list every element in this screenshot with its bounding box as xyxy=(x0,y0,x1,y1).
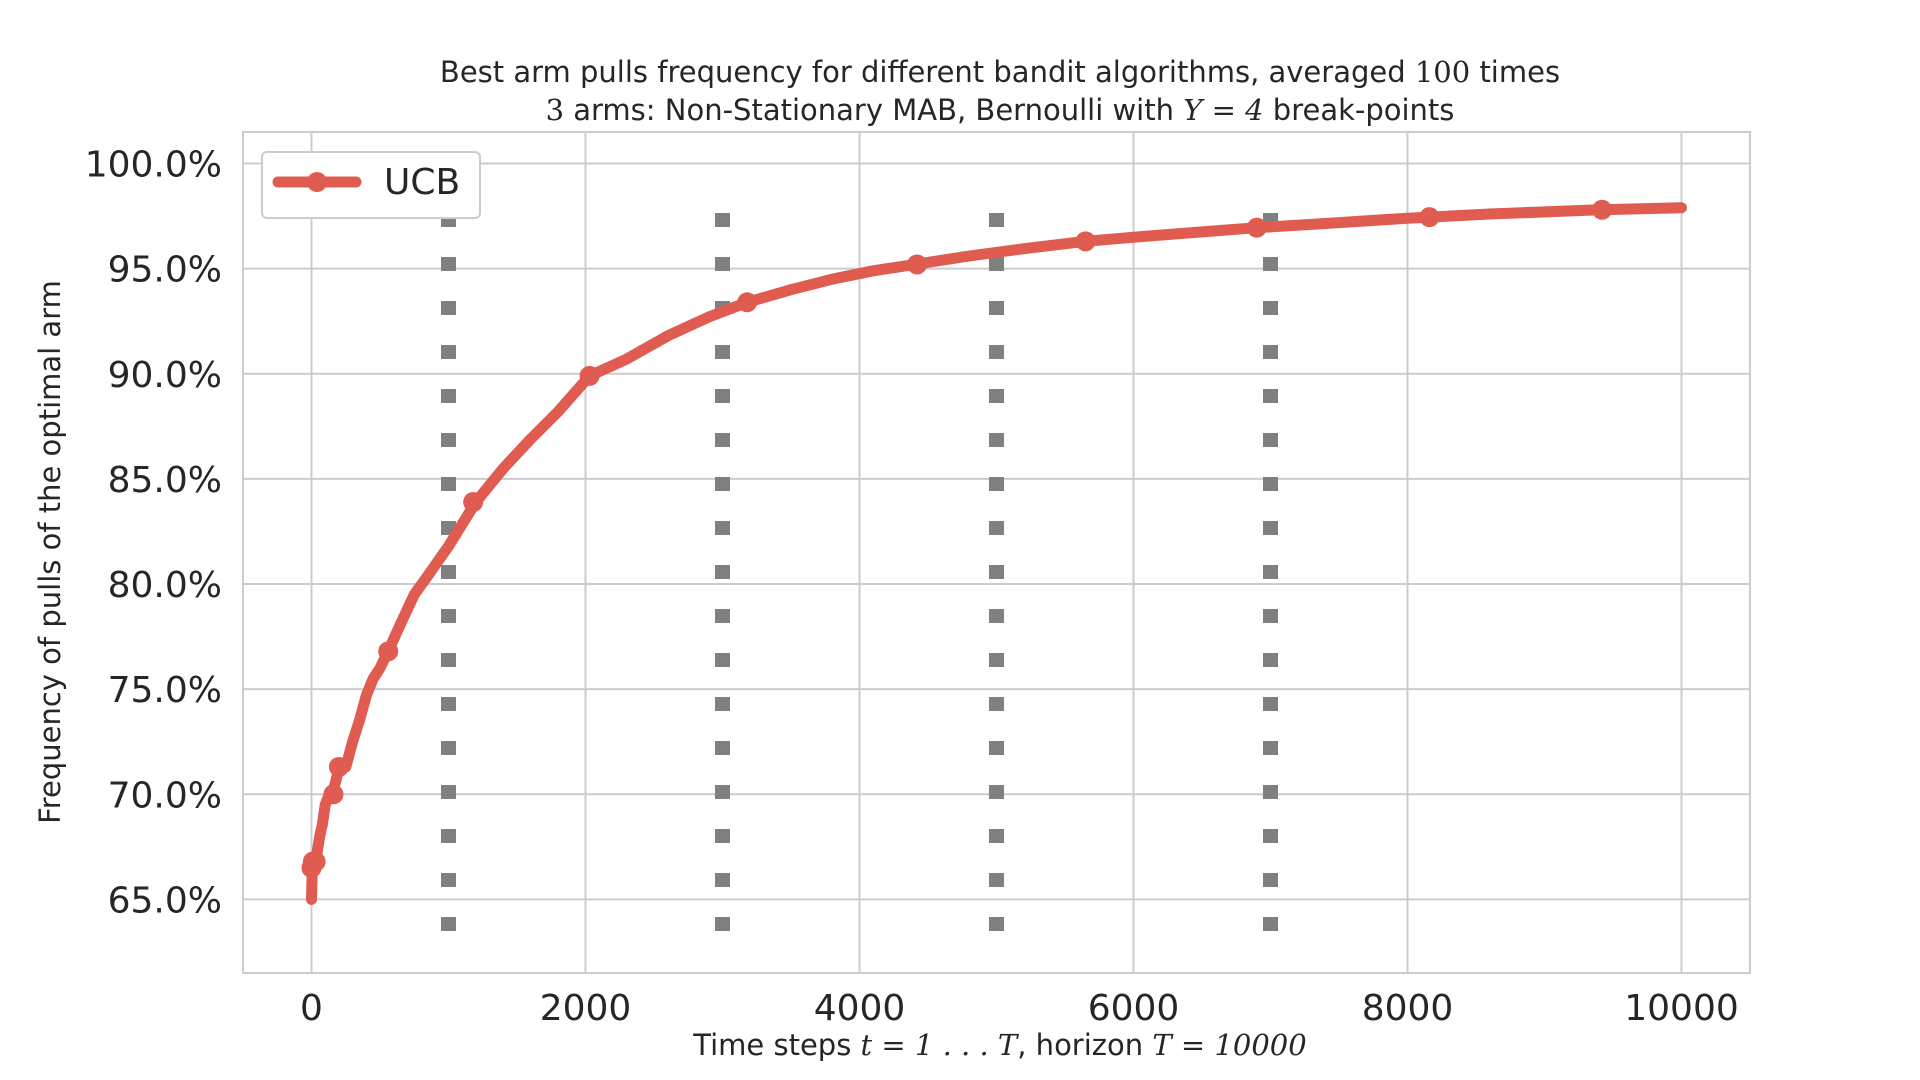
chart-title-line-1: Best arm pulls frequency for different b… xyxy=(440,55,1560,89)
y-tick-label-4: 85.0% xyxy=(108,460,222,501)
y-tick-label-5: 90.0% xyxy=(108,355,222,396)
x-tick-label-2: 4000 xyxy=(814,988,906,1029)
title-line1-text: Best arm pulls frequency for different b… xyxy=(440,55,1406,89)
y-tick-label-2: 75.0% xyxy=(108,670,222,711)
series-marker-11 xyxy=(1247,218,1267,238)
xlabel-math-1: t = 1 . . . T xyxy=(861,1028,1020,1062)
series-marker-7 xyxy=(580,366,600,386)
title-line2-mid: arms: Non-Stationary MAB, Bernoulli with xyxy=(573,93,1174,127)
series-marker-3 xyxy=(323,784,343,804)
y-tick-label-0: 65.0% xyxy=(108,880,222,921)
y-tick-label-6: 95.0% xyxy=(108,250,222,291)
y-tick-label-1: 70.0% xyxy=(108,775,222,816)
x-tick-label-1: 2000 xyxy=(540,988,632,1029)
series-marker-4 xyxy=(329,757,349,777)
x-tick-label-4: 8000 xyxy=(1362,988,1454,1029)
series-marker-5 xyxy=(378,641,398,661)
title-line2-end: break-points xyxy=(1273,93,1455,127)
y-tick-label-7: 100.0% xyxy=(85,145,222,186)
series-marker-12 xyxy=(1419,207,1439,227)
series-marker-13 xyxy=(1592,200,1612,220)
title-line2-math: Υ = 4 xyxy=(1183,93,1263,127)
y-tick-label-3: 80.0% xyxy=(108,565,222,606)
x-tick-labels: 0 2000 4000 6000 8000 10000 xyxy=(300,988,1739,1029)
title-line1-end: times xyxy=(1479,55,1560,89)
x-tick-label-3: 6000 xyxy=(1088,988,1180,1029)
series-marker-9 xyxy=(907,254,927,274)
xlabel-mid: , horizon xyxy=(1017,1028,1143,1062)
series-marker-8 xyxy=(737,292,757,312)
series-marker-6 xyxy=(463,492,483,512)
series-marker-2 xyxy=(306,852,326,872)
legend-marker-ucb xyxy=(307,172,327,192)
legend: UCB xyxy=(262,152,480,218)
title-line2-num: 3 xyxy=(546,93,564,127)
x-axis-label: Time steps t = 1 . . . T, horizon T = 10… xyxy=(692,1028,1306,1062)
y-tick-labels: 65.0% 70.0% 75.0% 80.0% 85.0% 90.0% 95.0% 100.0… xyxy=(85,145,222,922)
chart-title-line-2: 3 arms: Non-Stationary MAB, Bernoulli wi… xyxy=(546,93,1455,127)
series-marker-10 xyxy=(1076,231,1096,251)
x-tick-label-5: 10000 xyxy=(1624,988,1739,1029)
title-line1-num: 100 xyxy=(1415,55,1470,89)
legend-label-ucb: UCB xyxy=(384,162,460,203)
xlabel-prefix: Time steps xyxy=(692,1028,851,1062)
y-axis-label: Frequency of pulls of the optimal arm xyxy=(33,280,67,824)
x-tick-label-0: 0 xyxy=(300,988,323,1029)
xlabel-math-2: T = 10000 xyxy=(1152,1028,1306,1062)
